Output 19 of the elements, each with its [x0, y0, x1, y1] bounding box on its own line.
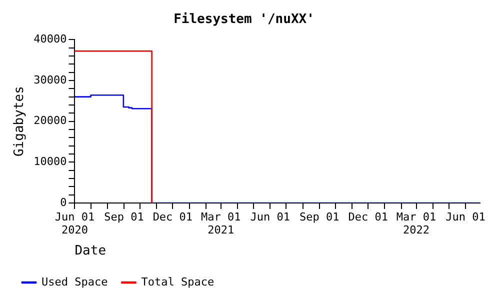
x-tick-label: Sep 01 [300, 210, 340, 224]
legend-label: Total Space [141, 275, 214, 288]
x-tick-label: Dec 01 [348, 210, 388, 224]
y-axis-title: Gigabytes [12, 86, 28, 157]
x-tick-label: Mar 01 2021 [201, 210, 241, 237]
x-tick-label: Jun 01 [446, 210, 486, 224]
x-tick-label: Jun 01 [250, 210, 290, 224]
y-tick-label: 40000 [34, 32, 67, 46]
x-axis-title: Date [74, 244, 106, 259]
x-tick-label: Mar 01 2022 [396, 210, 436, 237]
chart-title: Filesystem '/nuXX' [174, 12, 314, 28]
x-tick-label: Jun 01 2020 [54, 210, 95, 237]
x-tick-label: Sep 01 [104, 210, 144, 224]
x-tick-label: Dec 01 [152, 210, 193, 224]
y-tick-label: 20000 [34, 114, 67, 128]
y-tick-label: 10000 [34, 155, 67, 168]
y-tick-label: 0 [60, 196, 67, 209]
y-tick-label: 30000 [34, 73, 67, 86]
legend-label: Used Space [42, 275, 108, 288]
